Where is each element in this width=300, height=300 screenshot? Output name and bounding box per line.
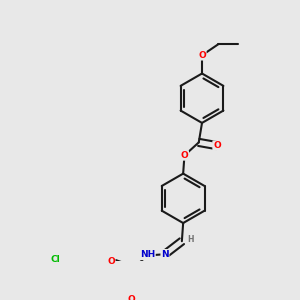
Text: NH: NH [140,250,155,260]
Text: O: O [198,51,206,60]
Text: N: N [161,250,169,259]
Text: O: O [127,295,135,300]
Text: Cl: Cl [50,255,60,264]
Text: H: H [187,236,194,244]
Text: O: O [213,141,221,150]
Text: O: O [181,151,188,160]
Text: O: O [107,257,115,266]
